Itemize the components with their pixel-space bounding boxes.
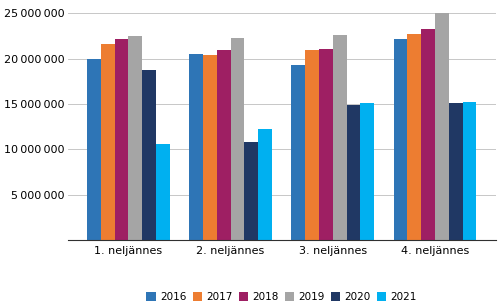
Bar <box>394 39 407 240</box>
Bar <box>128 36 142 240</box>
Bar <box>319 49 333 240</box>
Bar <box>449 103 462 240</box>
Bar <box>305 50 319 240</box>
Bar <box>101 44 114 240</box>
Bar <box>230 38 244 240</box>
Bar <box>258 129 272 240</box>
Bar <box>87 59 101 240</box>
Bar <box>189 54 203 240</box>
Bar <box>333 35 346 240</box>
Bar <box>244 142 258 240</box>
Bar <box>346 105 360 240</box>
Bar <box>203 55 217 240</box>
Bar <box>114 39 128 240</box>
Bar <box>408 34 421 240</box>
Legend: 2016, 2017, 2018, 2019, 2020, 2021: 2016, 2017, 2018, 2019, 2020, 2021 <box>142 288 421 306</box>
Bar <box>217 51 230 240</box>
Bar <box>292 65 305 240</box>
Bar <box>421 29 435 240</box>
Bar <box>360 103 374 240</box>
Bar <box>435 13 449 240</box>
Bar <box>142 71 156 240</box>
Bar <box>462 102 476 240</box>
Bar <box>156 144 170 240</box>
